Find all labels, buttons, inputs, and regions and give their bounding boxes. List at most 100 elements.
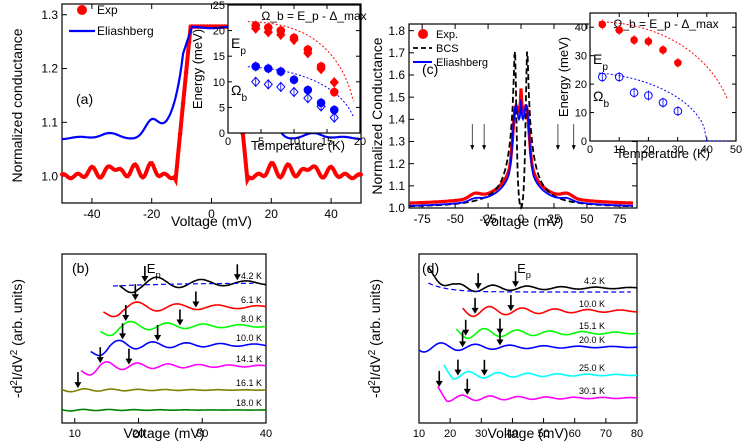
panel-d-ylabel: -d2I/dV2 (arb. units): [367, 279, 384, 398]
inset-a-omega-label: Ωb: [231, 82, 247, 104]
y-tick-label: 20: [575, 79, 587, 91]
x-tick-label: 0: [225, 136, 231, 148]
inset-a-omega-label-main: Ω: [231, 82, 241, 98]
peak-arrow-head: [96, 357, 104, 364]
y-tick-label: 1.1: [388, 179, 405, 193]
data-point: [630, 36, 638, 44]
y-tick-label: 30: [575, 51, 587, 63]
y-tick-label: 1.3: [41, 8, 58, 22]
data-point: [303, 47, 313, 59]
data-point: [329, 87, 339, 97]
ep-annotation-d: Ep: [517, 261, 531, 280]
x-tick-label: 20: [132, 428, 144, 440]
data-point: [276, 67, 286, 76]
x-tick-label: 0: [518, 212, 525, 226]
legend-bcs-label: BCS: [436, 43, 459, 55]
series-10-0-K: [90, 339, 267, 357]
x-tick-label: 40: [260, 428, 272, 440]
y-tick-label: 1.2: [41, 62, 58, 76]
panel-d-label: (d): [422, 260, 439, 276]
y-tick-label: 1.6: [388, 68, 405, 82]
peak-arrow-head: [463, 388, 471, 395]
x-tick-label: 50: [537, 428, 549, 440]
panel-b-ylabel: -d2I/dV2 (arb. units): [9, 279, 26, 398]
y-tick-label: 1.3: [388, 135, 405, 149]
ep-annotation-d-main: E: [517, 261, 526, 276]
series-15-1-K: [455, 327, 638, 339]
y-tick-label: 20: [213, 26, 225, 38]
x-tick-label: 70: [600, 428, 612, 440]
data-point: [289, 34, 299, 46]
series-label: 10.0 K: [579, 299, 605, 309]
y-tick-label: 1.2: [388, 157, 405, 171]
data-point: [316, 63, 326, 75]
data-point: [303, 92, 313, 104]
inset-c-bg: [589, 13, 736, 141]
data-point: [615, 26, 623, 34]
data-point: [289, 75, 299, 85]
x-tick-label: 50: [580, 212, 594, 226]
data-point-exp: [183, 70, 189, 75]
peak-arrow-head: [474, 283, 482, 290]
data-point: [629, 88, 639, 97]
inset-a-omega-label-sub: b: [241, 93, 247, 104]
panel-b-ylabel-part: -d: [9, 386, 25, 398]
data-point: [251, 76, 261, 88]
x-tick-label: 80: [631, 428, 643, 440]
panel-d-ylabel-part: I/dV: [367, 355, 383, 381]
data-point: [263, 79, 273, 90]
inset-a-ep-label-main: E: [231, 35, 240, 51]
data-point: [303, 85, 313, 95]
peak-arrow-head: [125, 358, 133, 365]
panel-a-xlabel: Voltage (mV): [171, 213, 252, 229]
x-tick-label: 30: [196, 428, 208, 440]
background-dashed-line: [428, 282, 631, 293]
x-tick-label: 25: [547, 212, 561, 226]
legend-exp-label: Exp: [97, 3, 118, 17]
x-tick-label: 40: [324, 207, 338, 221]
panel-c-ylabel: Normalized Conductance: [369, 37, 385, 194]
x-tick-label: 40: [701, 144, 713, 156]
data-point: [597, 72, 607, 82]
inset-c-ep-label-sub: p: [602, 62, 608, 73]
series-label: 20.0 K: [579, 335, 605, 345]
x-tick-label: -25: [479, 212, 497, 226]
inset-a-bg: [228, 5, 360, 133]
data-point: [329, 77, 339, 88]
data-point: [658, 98, 668, 107]
feature-arrow-head: [470, 145, 475, 151]
y-tick-label: 1.4: [388, 113, 405, 127]
panel-b-ylabel-part: 2: [9, 380, 20, 385]
peak-arrow-head: [154, 335, 162, 342]
panel-c-label: (c): [422, 61, 438, 77]
x-tick-label: 0: [208, 207, 215, 221]
peak-arrow-head: [141, 275, 149, 282]
x-tick-label: 10: [69, 428, 81, 440]
inset-c-ep-label-main: E: [593, 51, 602, 67]
feature-arrow-head: [482, 145, 487, 151]
peak-arrow-head: [471, 307, 479, 314]
x-tick-label: 30: [671, 144, 683, 156]
peak-arrow-head: [507, 305, 515, 312]
data-point: [644, 37, 653, 46]
x-tick-label: -50: [446, 212, 464, 226]
peak-arrow-head: [233, 274, 241, 281]
series-label: 14.1 K: [236, 354, 262, 364]
data-point: [329, 112, 339, 123]
series-eliashberg-line: [409, 99, 633, 207]
series-exp-line: [409, 88, 633, 205]
inset-c-ep-label: Ep: [593, 51, 608, 73]
panel-b-ylabel-part: (arb. units): [9, 279, 25, 350]
series-14-1-K: [80, 360, 267, 376]
y-tick-label: 25: [213, 0, 225, 12]
peak-arrow-head: [496, 339, 504, 346]
feature-arrow-head: [555, 145, 560, 151]
x-tick-label: 20: [642, 144, 654, 156]
data-point: [263, 64, 273, 73]
series-18-0-K: [61, 408, 267, 412]
y-tick-label: 0: [219, 128, 225, 140]
inset-a-ep-label: Ep: [231, 35, 246, 57]
peak-arrow-head: [122, 315, 130, 322]
panel-b-frame: [61, 253, 267, 424]
